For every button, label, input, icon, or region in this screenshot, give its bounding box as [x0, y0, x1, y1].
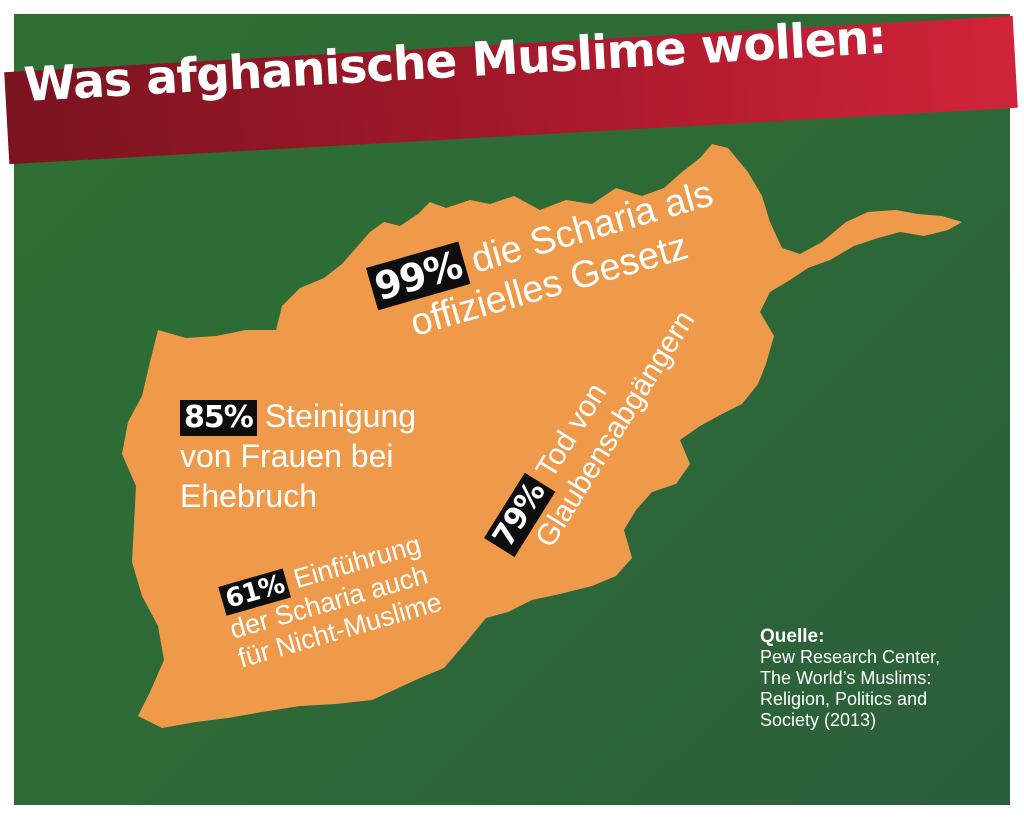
source-line: The World’s Muslims: — [760, 668, 932, 688]
source-line: Society (2013) — [760, 710, 877, 730]
source-citation: Quelle: Pew Research Center, The World’s… — [760, 626, 940, 731]
stat-text-line: Ehebruch — [180, 478, 317, 514]
source-line: Religion, Politics and — [760, 689, 928, 709]
stat-text-line: Steinigung — [264, 398, 417, 434]
source-label: Quelle: — [760, 626, 825, 647]
stat-percent-badge: 85% — [180, 400, 257, 436]
afghanistan-country-shape — [122, 144, 962, 728]
stat-stoning-adultery: 85% Steinigung von Frauen bei Ehebruch — [180, 396, 416, 516]
source-line: Pew Research Center, — [760, 647, 941, 667]
stat-text-line: von Frauen bei — [180, 438, 394, 474]
